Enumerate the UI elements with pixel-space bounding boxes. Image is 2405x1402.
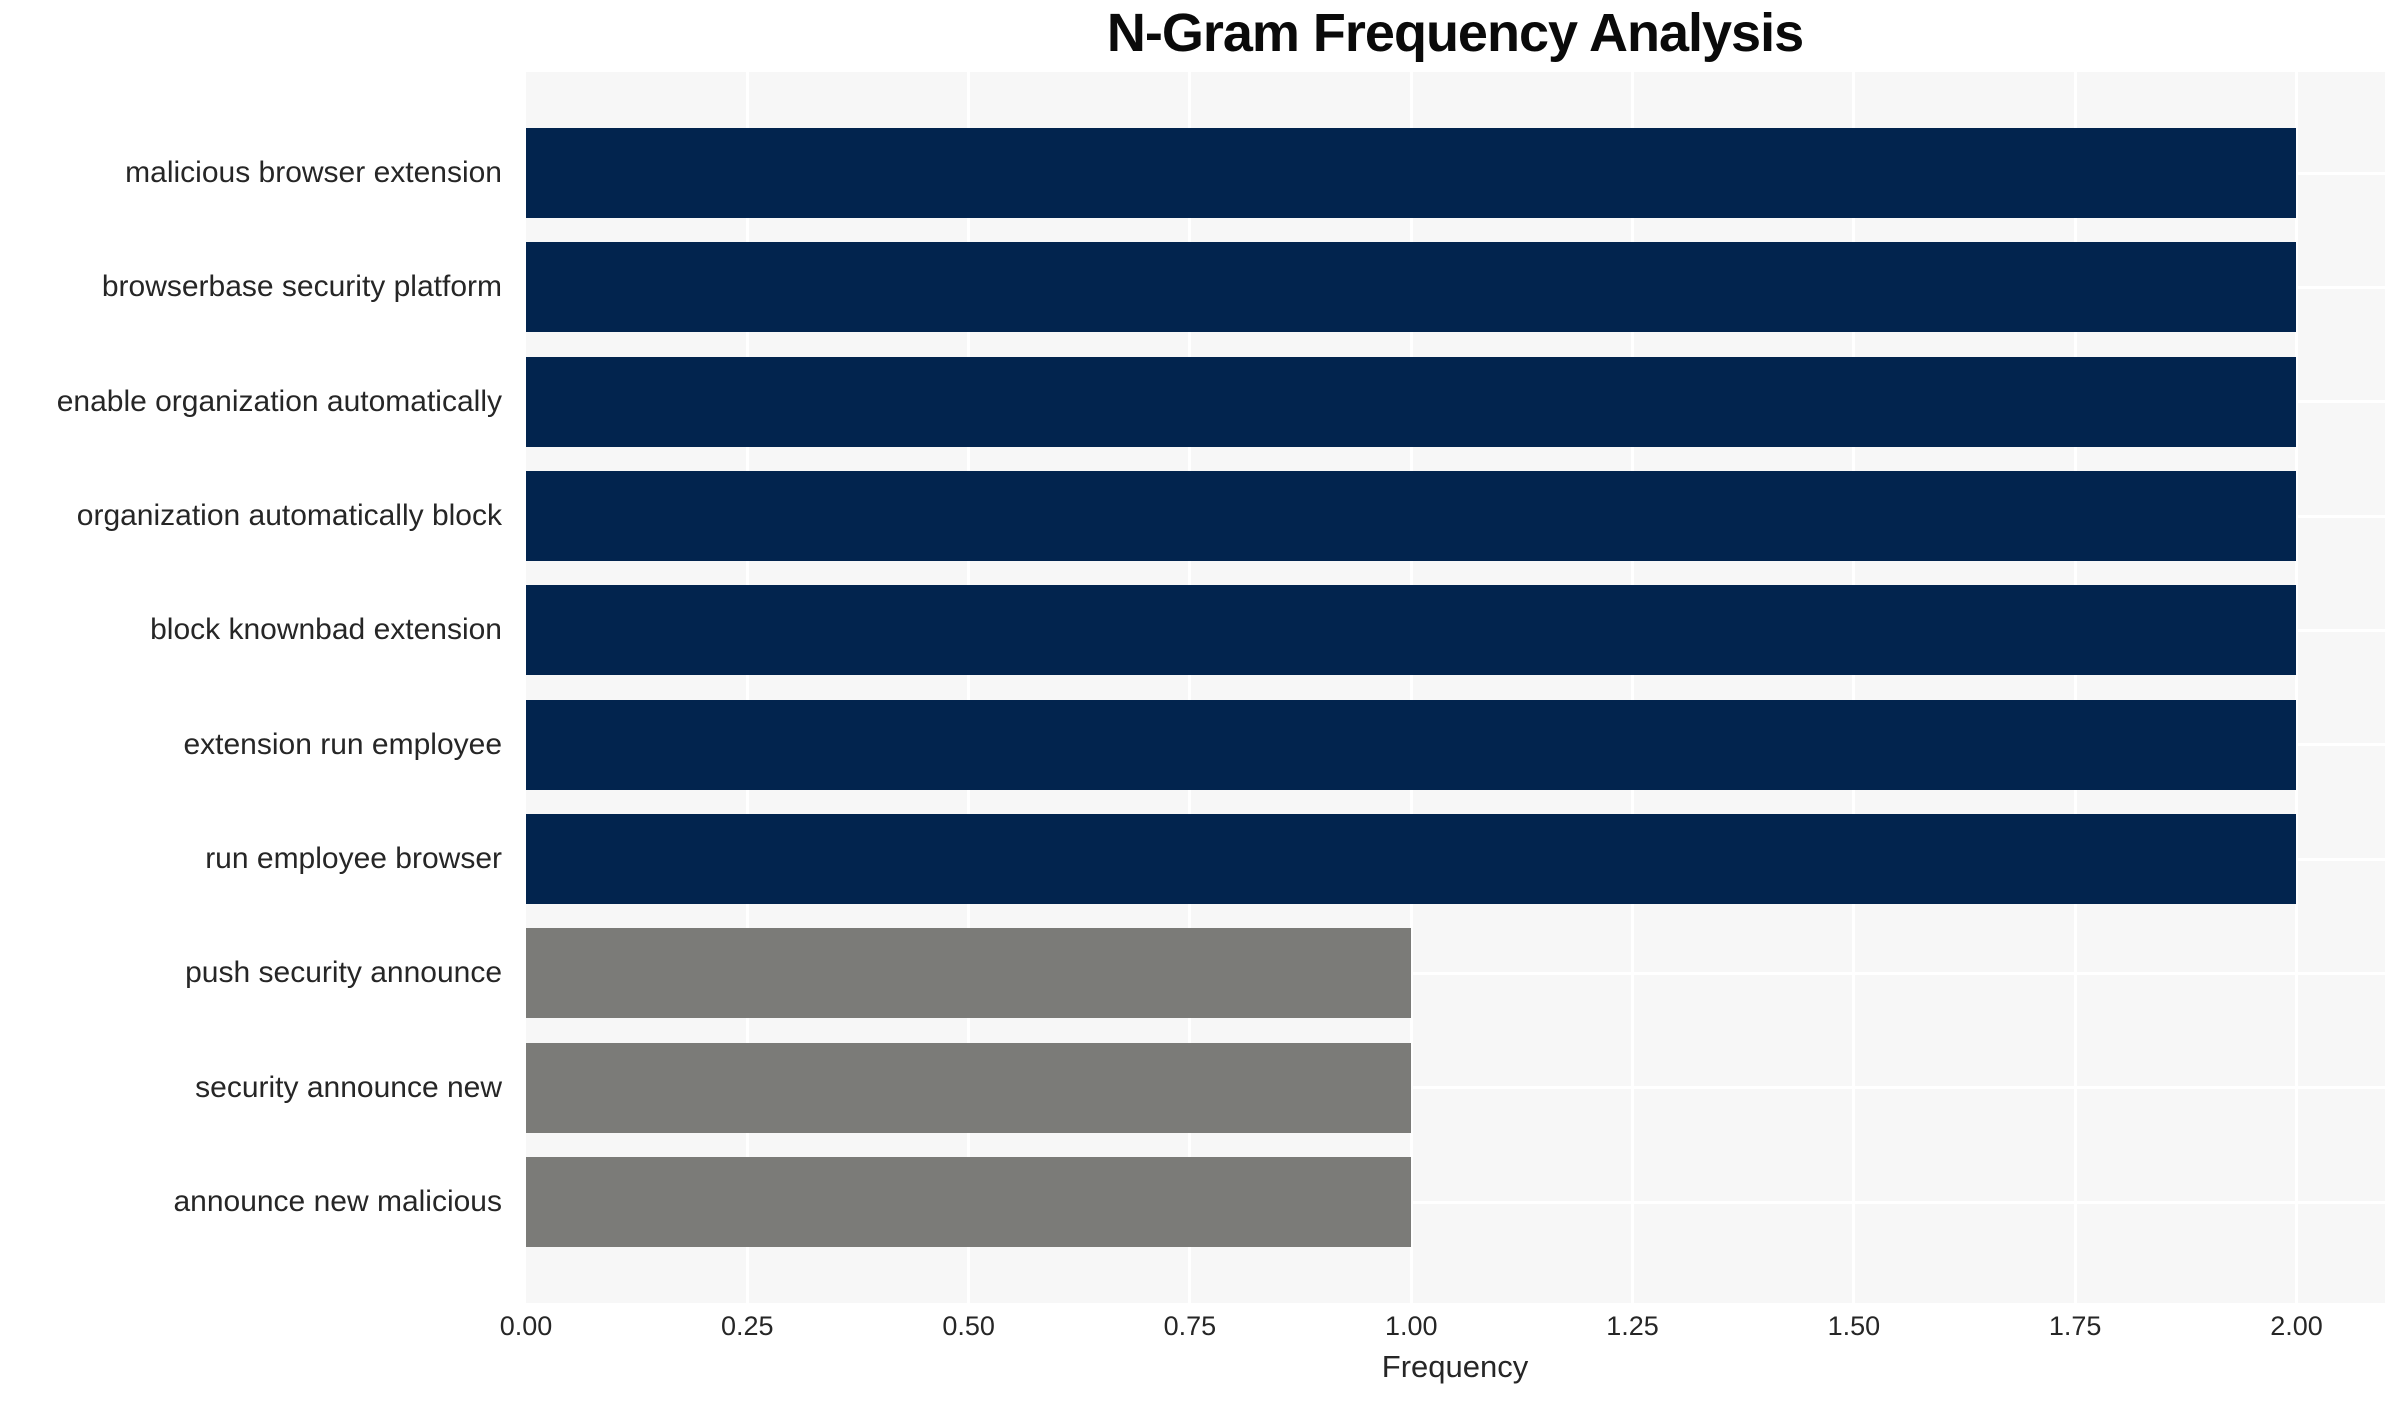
x-axis-tick-label: 1.50 — [1827, 1311, 1881, 1341]
bar — [526, 585, 2297, 676]
y-axis-labels: malicious browser extension browserbase s… — [0, 72, 514, 1303]
bar — [526, 1042, 1412, 1133]
y-axis-label: block knownbad extension — [150, 613, 502, 647]
bar — [526, 1157, 1412, 1247]
x-axis-tick-label: 1.75 — [2048, 1311, 2102, 1341]
gridline-vertical — [1852, 72, 1856, 1303]
y-axis-label: push security announce — [185, 956, 502, 990]
bar — [526, 242, 2297, 333]
gridline-vertical — [745, 72, 749, 1303]
bar — [526, 814, 2297, 904]
bar — [526, 699, 2297, 790]
x-axis-tick-label: 0.75 — [1163, 1311, 1217, 1341]
y-axis-label: malicious browser extension — [125, 156, 502, 189]
gridline-vertical — [2073, 72, 2077, 1303]
y-axis-label: organization automatically block — [76, 499, 502, 532]
x-axis-tick-label: 1.25 — [1606, 1311, 1659, 1341]
gridline-horizontal — [526, 971, 2385, 975]
y-axis-label: announce new malicious — [173, 1185, 502, 1218]
bar — [526, 928, 1412, 1019]
x-axis-tick-label: 0.25 — [721, 1311, 774, 1341]
y-axis-label: security announce new — [195, 1070, 502, 1104]
bar — [526, 128, 2297, 218]
gridline-horizontal — [526, 1086, 2385, 1090]
bar — [526, 356, 2297, 447]
bar — [526, 471, 2297, 561]
gridline-vertical — [1631, 72, 1635, 1303]
x-axis-tick-label: 2.00 — [2270, 1311, 2323, 1341]
plot-area — [526, 72, 2385, 1303]
gridline-vertical — [1409, 72, 1413, 1303]
gridline-vertical — [967, 72, 971, 1303]
x-axis-title: Frequency — [1381, 1349, 1529, 1384]
y-axis-label: extension run employee — [183, 727, 502, 761]
x-axis-tick-label: 0.00 — [499, 1311, 553, 1341]
y-axis-label: enable organization automatically — [56, 384, 502, 418]
chart-title: N-Gram Frequency Analysis — [1106, 3, 1804, 63]
x-axis-tick-label: 0.50 — [942, 1311, 995, 1341]
gridline-vertical — [1188, 72, 1192, 1303]
y-axis-label: browserbase security platform — [101, 270, 502, 304]
y-axis-label: run employee browser — [205, 842, 502, 875]
x-axis-tick-label: 1.00 — [1384, 1311, 1438, 1341]
gridline-horizontal — [526, 1200, 2385, 1204]
gridline-vertical — [2294, 72, 2298, 1303]
